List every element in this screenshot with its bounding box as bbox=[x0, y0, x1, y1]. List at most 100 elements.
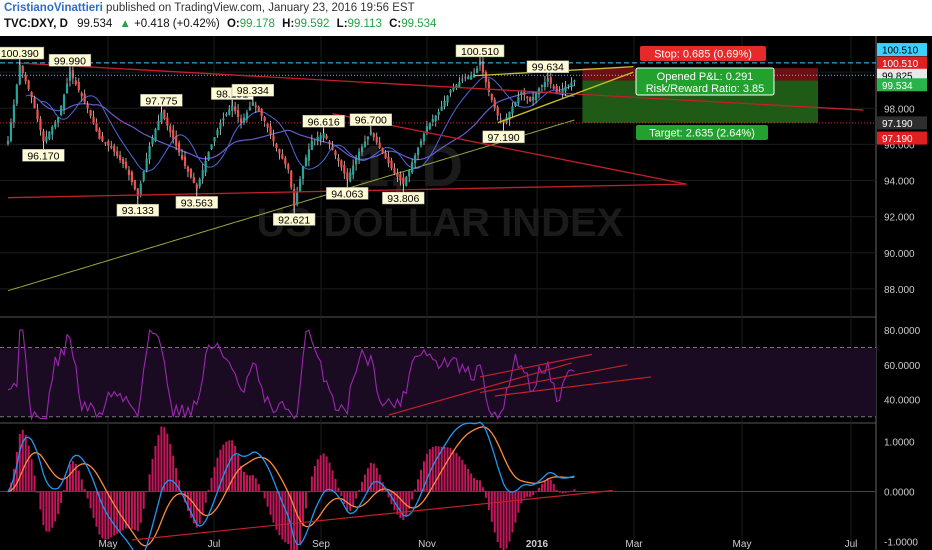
macd-histogram-bar bbox=[526, 491, 529, 497]
price-tag-box bbox=[877, 56, 927, 70]
candle-body bbox=[189, 168, 192, 178]
rsi-axis-tick: 80.0000 bbox=[884, 326, 921, 337]
price-tag: 99.825 bbox=[882, 71, 913, 82]
peak-label-text: 96.700 bbox=[355, 115, 387, 127]
pnl-label: Opened P&L: 0.291 bbox=[657, 71, 754, 83]
peak-label-text: 97.775 bbox=[145, 95, 177, 107]
peak-label-box bbox=[455, 44, 505, 58]
candle-body bbox=[74, 80, 77, 85]
candle-body bbox=[422, 133, 426, 142]
candle-body bbox=[18, 65, 21, 85]
macd-histogram-bar bbox=[375, 467, 378, 492]
candle-body bbox=[136, 188, 139, 197]
candle-body bbox=[434, 115, 437, 122]
candle-body bbox=[532, 96, 535, 101]
peak-label-text: 96.170 bbox=[27, 150, 59, 162]
candle-body bbox=[12, 104, 15, 123]
candle-body bbox=[290, 170, 293, 188]
candle-body bbox=[36, 109, 39, 120]
macd-histogram-bar bbox=[18, 433, 21, 492]
macd-histogram-bar bbox=[428, 449, 431, 492]
candle-body bbox=[127, 169, 131, 175]
macd-histogram-bar bbox=[431, 446, 434, 492]
macd-histogram-bar bbox=[328, 462, 331, 492]
macd-histogram-bar bbox=[63, 490, 66, 492]
candle-body bbox=[48, 131, 51, 140]
candle-body bbox=[57, 117, 60, 124]
candle-body bbox=[45, 136, 48, 142]
price-axis-tick: 96.000 bbox=[884, 140, 915, 151]
rsi-band-fill bbox=[0, 347, 876, 417]
macd-histogram-bar bbox=[422, 461, 425, 492]
candle-body bbox=[331, 146, 334, 150]
macd-histogram-bar bbox=[307, 491, 310, 493]
peak-label-text: 93.133 bbox=[122, 205, 154, 217]
macd-histogram-bar bbox=[151, 458, 154, 492]
macd-histogram-bar bbox=[381, 482, 384, 492]
macd-histogram-bar bbox=[461, 459, 464, 492]
candle-body bbox=[201, 170, 204, 179]
candle-body bbox=[484, 71, 487, 83]
candle-body bbox=[68, 72, 72, 81]
candle-body bbox=[520, 92, 523, 95]
candle-body bbox=[313, 138, 316, 140]
macd-histogram-bar bbox=[564, 491, 567, 494]
macd-histogram-bar bbox=[319, 455, 322, 492]
macd-histogram-bar bbox=[313, 465, 316, 492]
macd-histogram-bar bbox=[54, 491, 57, 522]
close-label: C: bbox=[389, 18, 402, 30]
macd-histogram-bar bbox=[213, 467, 216, 492]
peak-label-box bbox=[22, 149, 65, 162]
macd-histogram-bar bbox=[281, 491, 284, 540]
author-link[interactable]: CristianoVinattieri bbox=[4, 2, 103, 14]
candle-body bbox=[207, 151, 210, 161]
peak-label-box bbox=[116, 203, 159, 217]
time-axis-tick: May bbox=[733, 539, 752, 550]
symbol-label[interactable]: TVC:DXY, D bbox=[4, 18, 68, 30]
macd-histogram-bar bbox=[42, 491, 45, 526]
price-tag-box bbox=[877, 43, 927, 57]
macd-histogram-bar bbox=[473, 477, 476, 492]
price-tag-box bbox=[877, 78, 927, 92]
macd-histogram-bar bbox=[540, 484, 543, 492]
macd-histogram-bar bbox=[148, 474, 151, 492]
macd-histogram-bar bbox=[399, 491, 402, 518]
candle-body bbox=[360, 146, 364, 153]
macd-histogram-bar bbox=[361, 481, 363, 492]
candle-body bbox=[561, 88, 564, 94]
candle-body bbox=[526, 96, 529, 99]
chart-area[interactable]: 1, DUS DOLLAR INDEX100.39099.99096.17093… bbox=[0, 36, 932, 550]
peak-label-text: 96.616 bbox=[308, 116, 340, 128]
macd-histogram-bar bbox=[549, 479, 552, 492]
macd-histogram-bar bbox=[269, 491, 272, 515]
candle-body bbox=[163, 109, 166, 119]
change-value: +0.418 (+0.42%) bbox=[134, 18, 220, 30]
candle-body bbox=[511, 106, 514, 114]
macd-histogram-bar bbox=[573, 489, 576, 492]
macd-histogram-bar bbox=[452, 449, 455, 492]
time-axis-tick: 2016 bbox=[526, 539, 549, 550]
candle-body bbox=[113, 145, 116, 152]
time-axis-tick: Jul bbox=[845, 539, 858, 550]
candle-body bbox=[346, 172, 349, 180]
macd-histogram-bar bbox=[496, 491, 499, 543]
macd-histogram-bar bbox=[219, 449, 222, 492]
macd-histogram-bar bbox=[66, 476, 68, 492]
candle-body bbox=[225, 114, 228, 116]
macd-histogram-bar bbox=[272, 491, 275, 523]
macd-histogram-bar bbox=[133, 491, 136, 531]
candle-body bbox=[357, 151, 361, 160]
candle-body bbox=[431, 119, 434, 123]
macd-histogram-bar bbox=[546, 477, 549, 492]
macd-histogram-bar bbox=[36, 491, 39, 493]
macd-histogram-bar bbox=[127, 491, 130, 529]
candle-body bbox=[378, 142, 381, 148]
macd-histogram-bar bbox=[464, 464, 467, 492]
candle-body bbox=[266, 123, 269, 128]
candle-body bbox=[443, 101, 446, 107]
candle-body bbox=[9, 122, 13, 141]
candle-body bbox=[514, 101, 517, 106]
time-axis-tick: Jul bbox=[208, 539, 221, 550]
macd-axis-tick: -1.0000 bbox=[884, 538, 918, 549]
candle-body bbox=[461, 79, 464, 81]
